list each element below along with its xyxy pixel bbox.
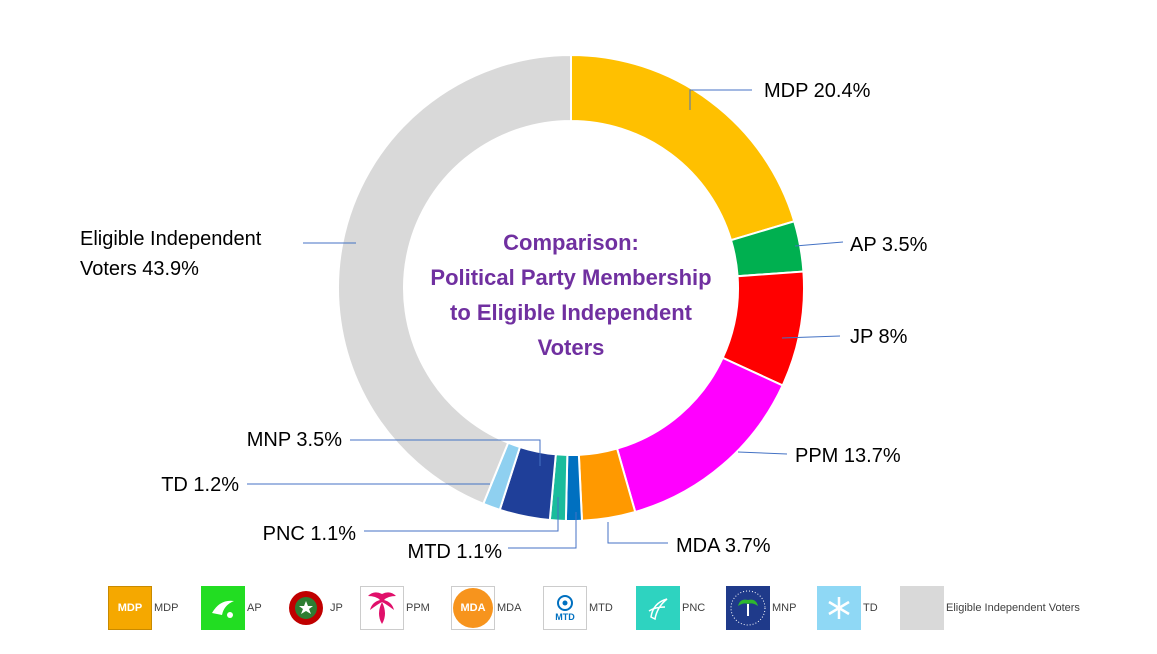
jp-logo-icon xyxy=(284,586,328,630)
data-label-mnp: MNP 3.5% xyxy=(247,429,342,451)
legend-item-mtd: MTD MTD xyxy=(543,584,613,632)
legend-label: PNC xyxy=(682,602,706,614)
donut-slice-eligible-independent-voters xyxy=(337,53,572,506)
ppm-palm-logo-icon xyxy=(360,586,404,630)
legend-label: PPM xyxy=(406,602,430,614)
ap-logo-icon xyxy=(201,586,245,630)
chart-title-line: Voters xyxy=(538,335,605,360)
leader-line xyxy=(350,439,541,466)
legend-item-pnc: PNC xyxy=(636,584,705,632)
legend-label: Eligible Independent Voters xyxy=(946,602,1080,614)
data-label-mda: MDA 3.7% xyxy=(676,535,771,557)
data-label-pnc: PNC 1.1% xyxy=(263,523,357,545)
legend-label: MNP xyxy=(772,602,797,614)
td-snowflake-logo-icon xyxy=(817,586,861,630)
legend-label: AP xyxy=(247,602,262,614)
data-label-ap: AP 3.5% xyxy=(850,234,928,256)
donut-slice-ppm xyxy=(615,356,784,514)
legend-label: MDP xyxy=(154,602,179,614)
legend-label: MTD xyxy=(589,602,613,614)
data-label-mtd: MTD 1.1% xyxy=(408,541,503,563)
leader-line xyxy=(689,89,752,110)
chart-legend: MDP MDP AP JP PPM MDA MDA MTD MTD xyxy=(0,584,1157,634)
mtd-logo-icon: MTD xyxy=(543,586,587,630)
data-label-mdp: MDP 20.4% xyxy=(764,80,871,102)
data-label-td: TD 1.2% xyxy=(161,474,239,496)
donut-slice-mtd xyxy=(564,453,584,522)
leader-line xyxy=(607,522,668,544)
donut-chart: MDP 20.4% AP 3.5% JP 8% PPM 13.7% MDA 3.7% MT… xyxy=(80,53,928,563)
legend-item-td: TD xyxy=(817,584,878,632)
legend-label: JP xyxy=(330,602,343,614)
leader-line xyxy=(781,335,841,339)
mdp-logo-icon: MDP xyxy=(108,586,152,630)
mnp-logo-icon xyxy=(726,586,770,630)
mda-logo-icon: MDA xyxy=(451,586,495,630)
legend-item-jp: JP xyxy=(284,584,343,632)
data-label-eligible-independent-voters: Eligible Independent Voters 43.9% xyxy=(80,228,262,280)
chart-title-line: Political Party Membership xyxy=(430,265,711,290)
legend-item-mda: MDA MDA xyxy=(451,584,521,632)
leader-line xyxy=(794,241,844,247)
legend-label: TD xyxy=(863,602,878,614)
data-label-jp: JP 8% xyxy=(850,326,908,348)
chart-title-line: Comparison: xyxy=(503,230,639,255)
legend-item-ppm: PPM xyxy=(360,584,430,632)
legend-item-ap: AP xyxy=(201,584,262,632)
leader-line xyxy=(364,497,559,532)
pnc-logo-icon xyxy=(636,586,680,630)
legend-item-mdp: MDP MDP xyxy=(108,584,178,632)
leader-line xyxy=(508,512,577,549)
leader-line xyxy=(737,451,788,455)
chart-title-line: to Eligible Independent xyxy=(450,300,693,325)
legend-item-independent: Eligible Independent Voters xyxy=(900,584,1080,632)
legend-item-mnp: MNP xyxy=(726,584,796,632)
independent-color-swatch-icon xyxy=(900,586,944,630)
data-label-ppm: PPM 13.7% xyxy=(795,445,901,467)
legend-label: MDA xyxy=(497,602,522,614)
donut-slice-mdp xyxy=(570,53,796,242)
